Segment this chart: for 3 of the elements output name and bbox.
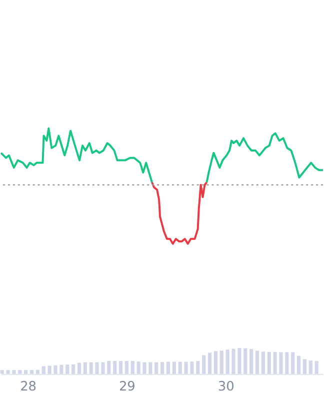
x-tick-label: 29: [118, 379, 136, 394]
x-tick-label: 28: [20, 379, 37, 394]
x-tick-label: 30: [218, 379, 234, 394]
